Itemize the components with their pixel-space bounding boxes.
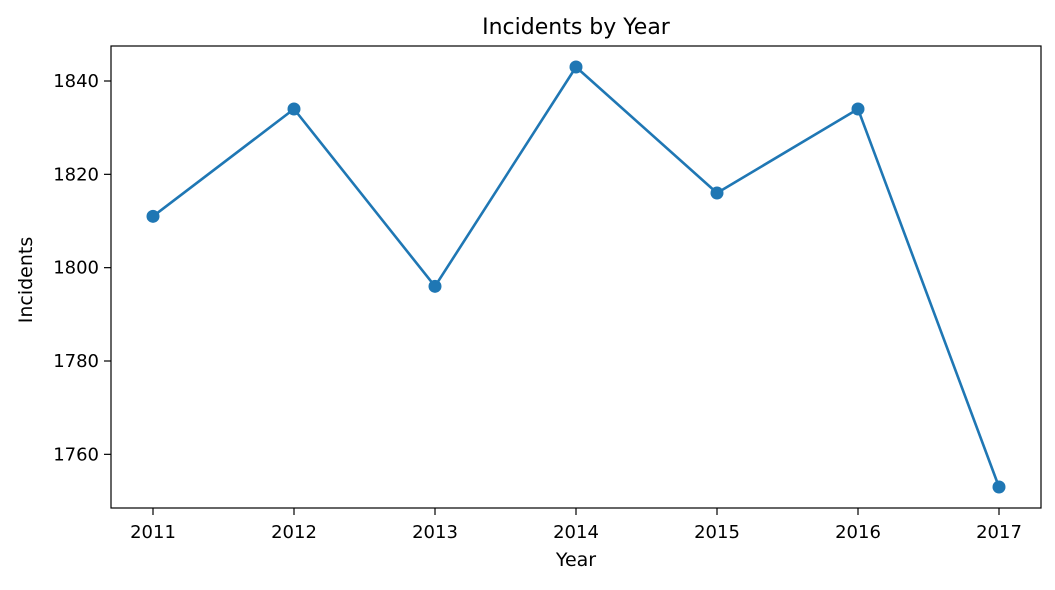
x-tick-label: 2015 [694,522,740,543]
data-point [146,209,160,223]
x-tick-label: 2016 [835,522,881,543]
y-tick-label: 1840 [53,71,99,92]
x-tick-label: 2014 [553,522,599,543]
y-axis-ticks: 1760 1780 1800 1820 1840 [53,71,111,465]
data-point [992,480,1006,494]
x-tick-label: 2013 [412,522,458,543]
y-tick-label: 1800 [53,258,99,279]
y-axis-label: Incidents [15,237,37,324]
series-line [152,65,1001,488]
data-point [287,102,301,116]
x-tick-label: 2012 [271,522,317,543]
x-tick-label: 2017 [976,522,1022,543]
x-axis-label: Year [555,549,596,571]
y-tick-label: 1820 [53,164,99,185]
data-point [710,186,724,200]
chart-title: Incidents by Year [482,15,671,40]
data-point [569,60,583,74]
y-tick-label: 1760 [53,444,99,465]
data-point [851,102,865,116]
y-tick-label: 1780 [53,351,99,372]
x-tick-label: 2011 [130,522,176,543]
x-axis-ticks: 2011 2012 2013 2014 2015 2016 2017 [130,508,1022,543]
plot-frame [110,45,1042,509]
data-point [428,279,442,293]
series-layer [146,60,1006,494]
